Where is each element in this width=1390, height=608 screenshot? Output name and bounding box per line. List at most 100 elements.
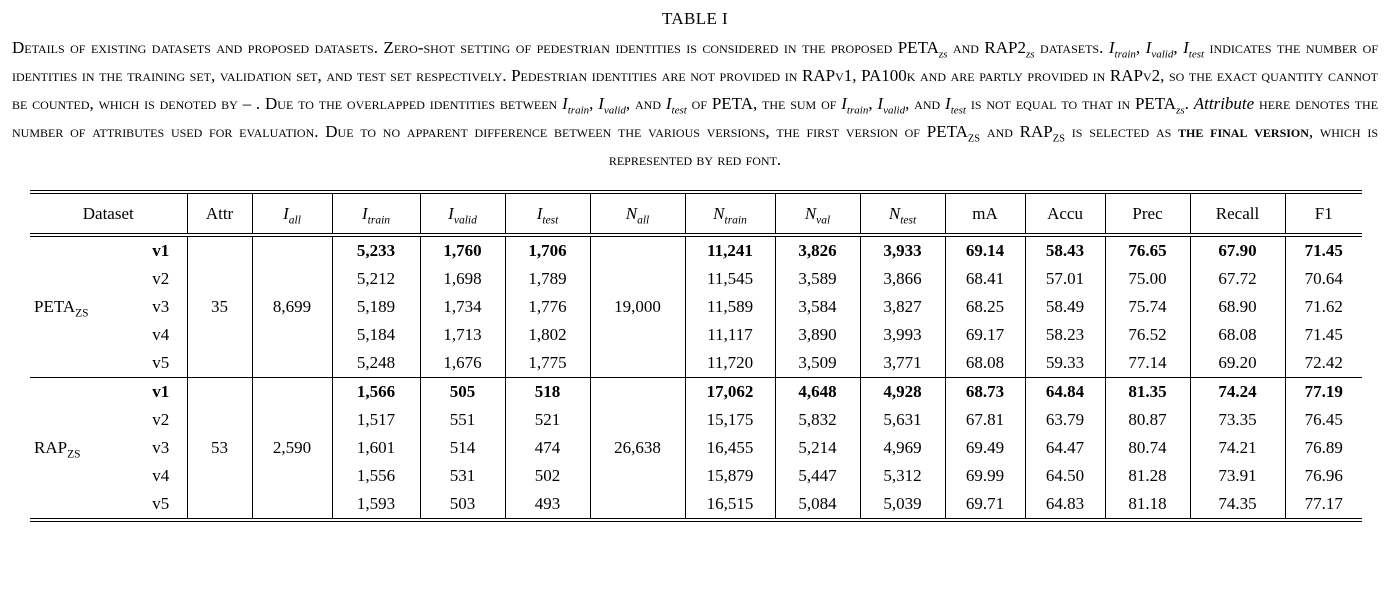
math-symbol: N [625,203,638,223]
math-subscript: valid [453,213,477,226]
caption-subscript: valid [603,104,626,117]
cell-n-val: 3,890 [774,321,861,349]
version-cell: v4 [152,466,170,485]
cell-i-test: 1,802 [504,321,591,349]
table-body: PETAZS v1 35 8,699 5,233 1,760 1,706 19,000 11,2… [30,235,1363,520]
col-header-i-all: Iall [251,190,333,237]
cell-n-train: 11,117 [684,321,776,349]
cell-f1: 72.42 [1284,349,1363,378]
cell-ma: 69.17 [944,321,1026,349]
math-subscript: test [900,213,917,226]
caption-segment: and RAP2zs [947,38,1035,61]
caption-subscript: zs [1026,48,1035,61]
caption-subscript: valid [1151,48,1174,61]
cell-i-valid: 514 [419,434,506,462]
caption-segment: is not equal to that in PETAzs [965,94,1185,117]
cell-f1: 71.45 [1284,321,1363,349]
cell-accu: 58.23 [1024,321,1106,349]
math-symbol: I [361,203,368,223]
cell-i-test: 1,789 [504,265,591,293]
cell-recall: 68.90 [1189,293,1286,321]
cell-n-val: 5,447 [774,462,861,490]
cell-f1: 70.64 [1284,265,1363,293]
cell-n-test: 5,312 [859,462,946,490]
caption-subscript: train [567,104,590,117]
caption-subscript: zs [1176,104,1185,117]
version-cell: v1 [152,241,170,260]
cell-i-train: 5,189 [331,293,421,321]
cell-i-train: 1,566 [331,377,421,406]
cell-n-all: 26,638 [589,377,686,520]
cell-i-valid: 531 [419,462,506,490]
caption-subscript: ZS [1052,133,1066,145]
table-row: v4 1,556 531 502 15,879 5,447 5,312 69.99 64.50 8… [30,462,1363,490]
caption-subscript: valid [883,104,906,117]
cell-n-train: 15,175 [684,406,776,434]
cell-prec: 80.74 [1104,434,1191,462]
table-row: v5 5,248 1,676 1,775 11,720 3,509 3,771 68.08 59… [30,349,1363,378]
table-row: PETAZS v1 35 8,699 5,233 1,760 1,706 19,000 11,2… [30,235,1363,378]
col-header-recall: Recall [1189,190,1286,237]
cell-ma: 69.49 [944,434,1026,462]
cell-n-val: 3,826 [774,235,861,265]
cell-accu: 64.47 [1024,434,1106,462]
col-header-dataset: Dataset [30,190,188,237]
caption-subscript: test [950,104,966,117]
col-header-n-all: Nall [589,190,686,237]
math-symbol: N [804,203,817,223]
table-title: TABLE I [661,9,729,28]
cell-n-val: 5,084 [774,490,861,520]
cell-prec: 77.14 [1104,349,1191,378]
cell-n-train: 17,062 [684,377,776,406]
version-cell: v1 [135,377,188,406]
version-cell: v3 [152,297,170,316]
math-subscript: test [542,213,559,226]
cell-recall: 67.90 [1189,235,1286,265]
caption-subscript: test [1188,48,1205,61]
caption-segment: Attribute [1193,94,1255,113]
col-header-i-train: Itrain [331,190,421,237]
cell-n-val: 3,509 [774,349,861,378]
caption-segment: Itrain [841,94,869,117]
caption-segment: Itest [945,94,966,117]
cell-f1: 76.89 [1284,434,1363,462]
version-cell: v5 [152,494,170,513]
cell-i-valid: 551 [419,406,506,434]
table-caption: Details of existing datasets and propose… [12,34,1378,174]
cell-accu: 64.84 [1024,377,1106,406]
cell-i-train: 1,517 [331,406,421,434]
cell-i-valid: 1,713 [419,321,506,349]
cell-i-test: 521 [504,406,591,434]
caption-segment: of PETA, the sum of [686,94,842,113]
caption-segment: here denotes the number of attributes us… [12,94,1379,145]
attr-cell: 35 [186,235,253,378]
cell-i-train: 1,593 [331,490,421,520]
caption-segment: Ivalid [877,94,906,117]
caption-subscript: train [846,104,869,117]
cell-prec: 76.52 [1104,321,1191,349]
math-subscript: train [367,213,391,226]
table-row: RAPZS v1 53 2,590 1,566 505 518 26,638 17,062 4,6… [30,377,1363,520]
cell-n-test: 4,928 [859,377,946,406]
caption-segment: , which is represented by red font. [608,122,1379,169]
math-subscript: train [724,213,747,226]
cell-i-valid: 503 [419,490,506,520]
caption-segment: . [1184,94,1194,113]
header-row: Dataset Attr Iall Itrain Ivalid Itest Nall Ntra… [30,190,1363,237]
caption-segment: Details of existing datasets and propose… [12,38,948,61]
dataset-name-cell: PETAZS [34,297,89,320]
cell-f1: 76.96 [1284,462,1363,490]
cell-i-train: 5,184 [331,321,421,349]
cell-n-train: 16,515 [684,490,776,520]
caption-segment: Itrain [1108,38,1136,61]
cell-accu: 59.33 [1024,349,1106,378]
math-symbol: I [448,203,454,223]
cell-i-valid: 1,676 [419,349,506,378]
caption-segment: , [589,94,599,113]
table-row: v4 5,184 1,713 1,802 11,117 3,890 3,993 69.17 58… [30,321,1363,349]
cell-i-test: 518 [504,377,591,406]
cell-ma: 67.81 [944,406,1026,434]
caption-segment: Itest [665,94,687,117]
attr-cell: 53 [186,377,253,520]
col-header-i-test: Itest [504,190,591,237]
